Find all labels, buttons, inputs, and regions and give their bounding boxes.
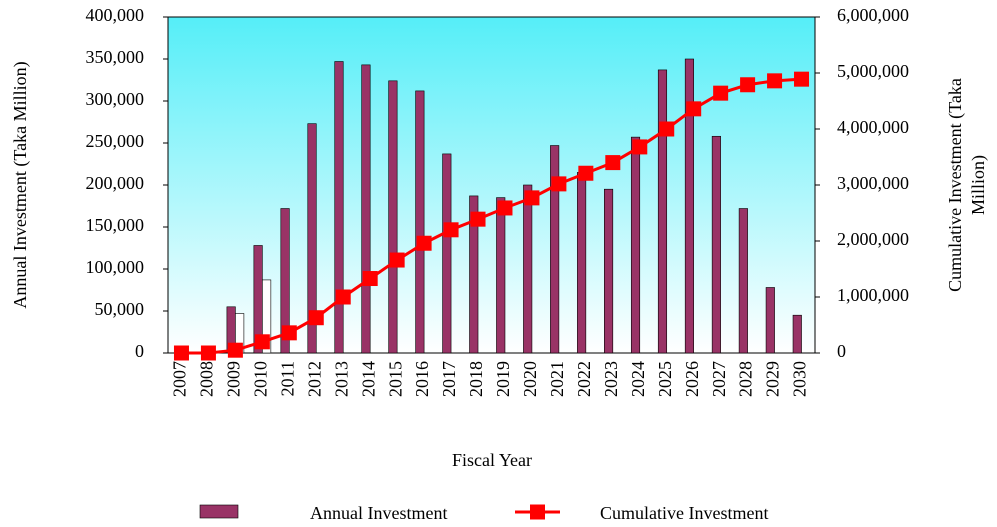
bar	[262, 279, 272, 354]
marker	[335, 289, 351, 305]
bar	[630, 136, 641, 354]
bar	[523, 184, 533, 354]
x-tick-label: 2014	[358, 361, 378, 397]
x-tick-label: 2016	[412, 361, 432, 397]
y2-tick-label: 4,000,000	[837, 117, 909, 137]
y2-tick-label: 1,000,000	[837, 285, 909, 305]
y-tick-label: 400,000	[86, 5, 145, 25]
x-tick-label: 2025	[655, 361, 675, 397]
bar	[442, 153, 452, 354]
bar	[657, 69, 668, 354]
bar	[792, 314, 802, 354]
bar	[361, 64, 371, 354]
x-tick-label: 2023	[601, 361, 621, 397]
y-tick-label: 300,000	[86, 89, 145, 109]
marker	[740, 77, 756, 93]
marker	[227, 342, 243, 358]
marker	[524, 190, 540, 206]
marker	[659, 121, 675, 137]
y-tick-label: 150,000	[86, 215, 145, 235]
marker	[686, 101, 702, 117]
legend-swatch	[199, 504, 239, 519]
x-tick-label: 2019	[493, 361, 513, 397]
x-tick-label: 2027	[709, 361, 729, 397]
marker	[605, 155, 621, 171]
bar	[307, 123, 317, 354]
plot-area	[167, 16, 816, 354]
x-tick-label: 2009	[224, 361, 244, 397]
marker	[281, 325, 297, 341]
marker	[713, 85, 729, 101]
y-tick-label: 350,000	[86, 47, 145, 67]
bar	[738, 208, 748, 354]
marker	[308, 310, 324, 326]
x-tick-label: 2020	[520, 361, 540, 397]
y-tick-label: 200,000	[86, 173, 145, 193]
legend-label: Annual Investment	[310, 503, 447, 523]
x-tick-label: 2021	[547, 361, 567, 397]
x-tick-label: 2012	[304, 361, 324, 397]
bar	[469, 195, 479, 354]
y2-axis-title: Million)	[968, 155, 989, 215]
marker	[254, 334, 270, 350]
marker	[632, 139, 648, 155]
marker	[794, 71, 810, 87]
bar	[577, 172, 587, 354]
x-tick-label: 2011	[277, 361, 297, 396]
marker	[578, 165, 594, 181]
x-tick-label: 2018	[466, 361, 486, 397]
y-axis-title: Annual Investment (Taka Million)	[10, 61, 31, 308]
x-tick-label: 2028	[736, 361, 756, 397]
bar	[604, 188, 614, 354]
marker	[443, 222, 459, 238]
y-tick-label: 250,000	[86, 131, 145, 151]
bar	[765, 287, 775, 354]
y-tick-label: 50,000	[95, 299, 145, 319]
marker	[416, 235, 432, 251]
x-axis-title: Fiscal Year	[452, 450, 532, 470]
x-tick-label: 2007	[170, 361, 190, 397]
marker	[362, 271, 378, 287]
y-tick-label: 0	[135, 341, 144, 361]
bar	[415, 90, 425, 354]
x-tick-label: 2013	[331, 361, 351, 397]
x-tick-label: 2010	[250, 361, 270, 397]
y2-tick-label: 5,000,000	[837, 61, 909, 81]
marker	[200, 345, 216, 361]
marker	[551, 176, 567, 192]
x-tick-label: 2008	[197, 361, 217, 397]
y2-tick-label: 3,000,000	[837, 173, 909, 193]
marker	[497, 200, 513, 216]
bar	[711, 135, 721, 354]
y-tick-label: 100,000	[86, 257, 145, 277]
bar	[684, 58, 694, 354]
x-tick-label: 2022	[574, 361, 594, 397]
y2-tick-label: 0	[837, 341, 846, 361]
marker	[173, 345, 189, 361]
x-tick-label: 2024	[628, 361, 648, 397]
x-tick-label: 2026	[682, 361, 702, 397]
x-tick-label: 2017	[439, 361, 459, 397]
x-tick-label: 2030	[790, 361, 810, 397]
y2-tick-label: 6,000,000	[837, 5, 909, 25]
bar	[280, 208, 290, 354]
marker	[767, 73, 783, 89]
bar	[334, 61, 344, 354]
y2-tick-label: 2,000,000	[837, 229, 909, 249]
x-tick-label: 2015	[385, 361, 405, 397]
bar	[496, 197, 506, 354]
bar	[388, 80, 398, 354]
marker	[389, 252, 405, 268]
y2-axis-title: Cumulative Investment (Taka	[945, 78, 966, 292]
bar	[550, 145, 560, 354]
x-tick-label: 2029	[763, 361, 783, 397]
legend-swatch	[530, 504, 545, 520]
marker	[470, 211, 486, 227]
legend-label: Cumulative Investment	[600, 503, 768, 523]
